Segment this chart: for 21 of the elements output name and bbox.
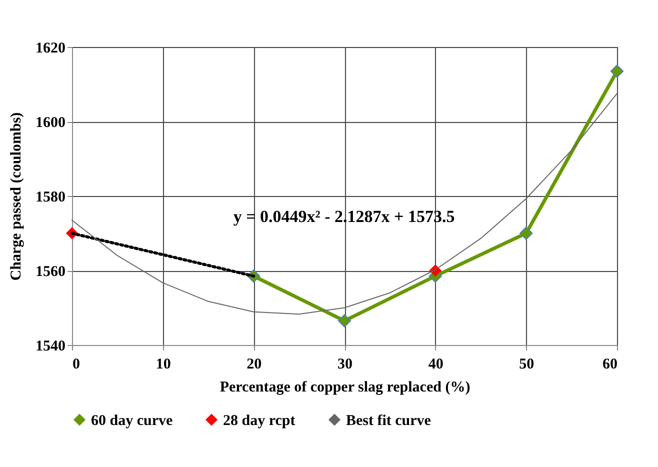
legend-label: Best fit curve: [346, 412, 432, 429]
x-tick-label: 30: [338, 356, 352, 372]
x-axis-title: Percentage of copper slag replaced (%): [220, 380, 470, 396]
legend-label: 28 day rcpt: [223, 412, 296, 429]
x-tick-label: 10: [156, 356, 171, 372]
x-tick-label: 50: [519, 356, 534, 372]
y-axis-title: Charge passed (coulombs): [8, 112, 24, 281]
y-tick-label: 1620: [36, 40, 66, 56]
y-tick-label: 1600: [36, 115, 66, 131]
x-tick-label: 20: [246, 356, 262, 372]
x-tick-label: 0: [72, 356, 80, 372]
point: [520, 226, 533, 240]
line-series: [72, 93, 618, 315]
point: [338, 314, 352, 328]
point: [610, 64, 624, 78]
legend-label: 60 day curve: [91, 412, 173, 429]
x-tick-label: 60: [602, 356, 618, 372]
y-tick-label: 1540: [36, 338, 66, 354]
y-tick-label: 1580: [36, 190, 66, 206]
x-tick-label: 40: [428, 356, 444, 372]
y-tick-label: 1560: [36, 264, 66, 280]
